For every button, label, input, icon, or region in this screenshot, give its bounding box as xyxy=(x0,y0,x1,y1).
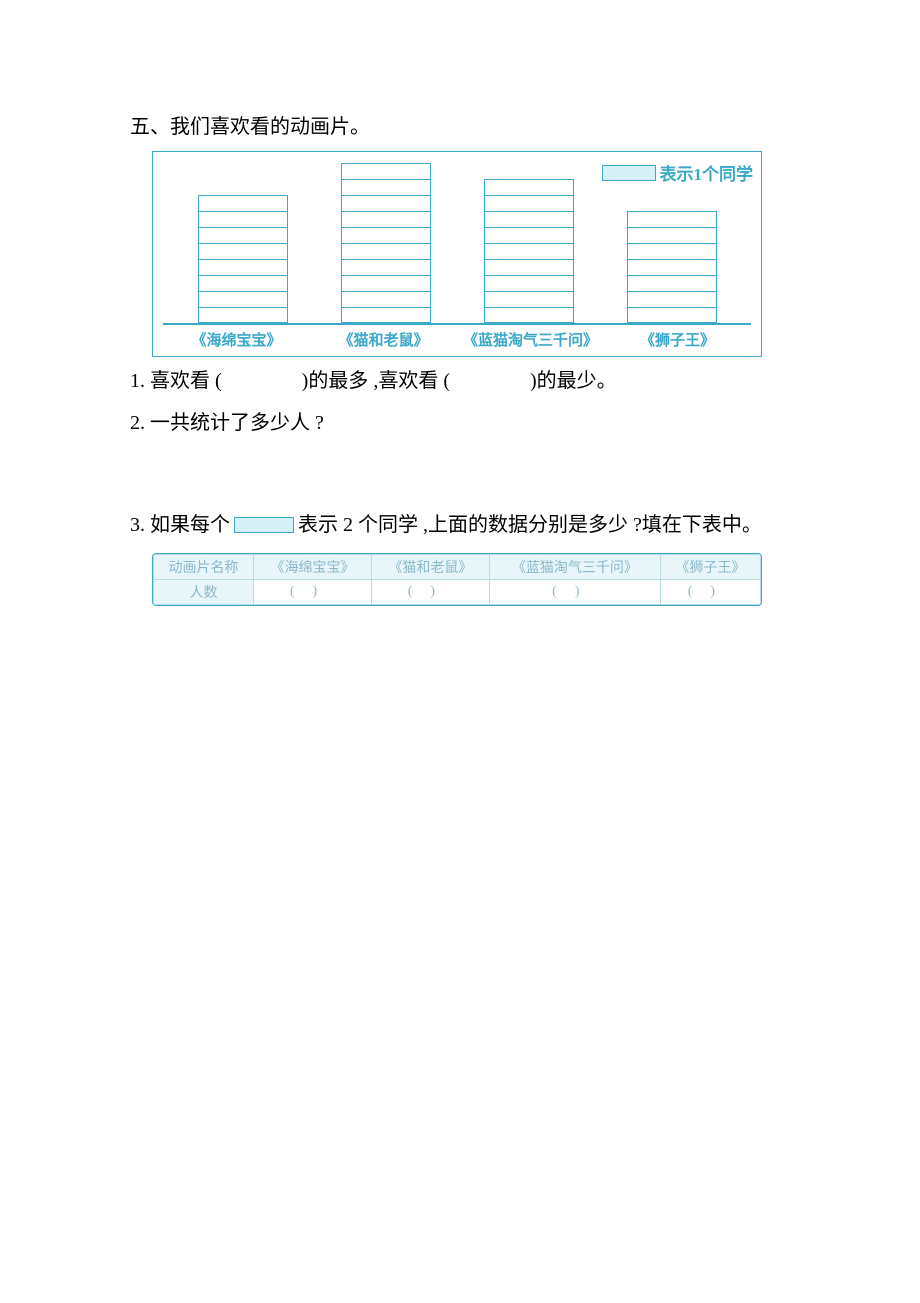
blank-cell-2: () xyxy=(371,580,489,605)
col-header-3: 《蓝猫淘气三千问》 xyxy=(489,555,660,580)
bar-tom-and-jerry xyxy=(341,163,431,323)
question-3: 3. 如果每个 表示 2 个同学 ,上面的数据分别是多少 ?填在下表中。 xyxy=(130,509,790,541)
bar-cell xyxy=(198,307,288,323)
col-header-1: 《海绵宝宝》 xyxy=(254,555,372,580)
bar-chart-area: 表示1个同学 xyxy=(163,160,751,325)
x-label-2: 《蓝猫淘气三千问》 xyxy=(457,329,604,350)
bar-lion-king xyxy=(627,211,717,323)
q1-suffix: )的最少。 xyxy=(530,370,617,392)
bar-cell xyxy=(627,259,717,275)
bar-cell xyxy=(198,291,288,307)
question-2: 2. 一共统计了多少人 ? xyxy=(130,407,790,439)
table-data-row: 人数 () () () () xyxy=(154,580,761,605)
x-axis-labels: 《海绵宝宝》 《猫和老鼠》 《蓝猫淘气三千问》 《狮子王》 xyxy=(163,325,751,356)
blank-cell-4: () xyxy=(660,580,760,605)
bar-chart-frame: 表示1个同学 《海绵宝宝》 《猫和老鼠》 《蓝猫淘气三千问》 《狮子王》 xyxy=(152,151,762,357)
bar-cell xyxy=(484,291,574,307)
bar-cell xyxy=(198,275,288,291)
bar-cell xyxy=(484,179,574,195)
x-label-1: 《猫和老鼠》 xyxy=(310,329,457,350)
bar-cell xyxy=(198,243,288,259)
bar-cell xyxy=(627,307,717,323)
answer-table: 动画片名称 《海绵宝宝》 《猫和老鼠》 《蓝猫淘气三千问》 《狮子王》 人数 (… xyxy=(153,554,761,605)
bar-cell xyxy=(341,227,431,243)
bar-cell xyxy=(198,195,288,211)
bar-cell xyxy=(484,259,574,275)
blank-cell-1: () xyxy=(254,580,372,605)
q3-mid: 表示 2 个同学 ,上面的数据分别是多少 ?填在下表中。 xyxy=(298,509,762,541)
bar-cell xyxy=(341,211,431,227)
table-header-row: 动画片名称 《海绵宝宝》 《猫和老鼠》 《蓝猫淘气三千问》 《狮子王》 xyxy=(154,555,761,580)
q3-inline-box xyxy=(234,517,294,533)
answer-table-wrap: 动画片名称 《海绵宝宝》 《猫和老鼠》 《蓝猫淘气三千问》 《狮子王》 人数 (… xyxy=(152,553,762,606)
bar-cell xyxy=(341,259,431,275)
blank-cell-3: () xyxy=(489,580,660,605)
bar-cell xyxy=(484,243,574,259)
bar-spongebob xyxy=(198,195,288,323)
bar-cell xyxy=(484,195,574,211)
bar-cell xyxy=(341,195,431,211)
col-header-4: 《狮子王》 xyxy=(660,555,760,580)
bar-cell xyxy=(341,275,431,291)
bar-cell xyxy=(627,243,717,259)
bar-cell xyxy=(341,291,431,307)
bar-cell xyxy=(198,227,288,243)
legend-box xyxy=(602,165,656,181)
bar-cell xyxy=(198,259,288,275)
col-header-2: 《猫和老鼠》 xyxy=(371,555,489,580)
question-1: 1. 喜欢看 ( )的最多 ,喜欢看 ( )的最少。 xyxy=(130,365,790,397)
bar-cell xyxy=(341,243,431,259)
col-header-0: 动画片名称 xyxy=(154,555,254,580)
q1-blank-2 xyxy=(450,370,530,392)
q1-blank-1 xyxy=(222,370,302,392)
bar-cell xyxy=(484,275,574,291)
bar-cell xyxy=(484,211,574,227)
bar-cell xyxy=(627,227,717,243)
q3-prefix: 3. 如果每个 xyxy=(130,509,230,541)
bar-cell xyxy=(341,307,431,323)
bar-cell xyxy=(627,291,717,307)
q1-mid: )的最多 ,喜欢看 ( xyxy=(302,370,450,392)
bar-cell xyxy=(484,307,574,323)
section-title: 五、我们喜欢看的动画片。 xyxy=(130,110,790,139)
legend-text: 表示1个同学 xyxy=(660,160,754,185)
x-label-3: 《狮子王》 xyxy=(604,329,751,350)
q1-prefix: 1. 喜欢看 ( xyxy=(130,370,222,392)
chart-legend: 表示1个同学 xyxy=(602,160,754,185)
bar-cell xyxy=(341,179,431,195)
bar-cell xyxy=(484,227,574,243)
bar-cell xyxy=(341,163,431,179)
x-label-0: 《海绵宝宝》 xyxy=(163,329,310,350)
row-label: 人数 xyxy=(154,580,254,605)
bar-blue-cat xyxy=(484,179,574,323)
bar-cell xyxy=(627,211,717,227)
bar-cell xyxy=(198,211,288,227)
bar-cell xyxy=(627,275,717,291)
